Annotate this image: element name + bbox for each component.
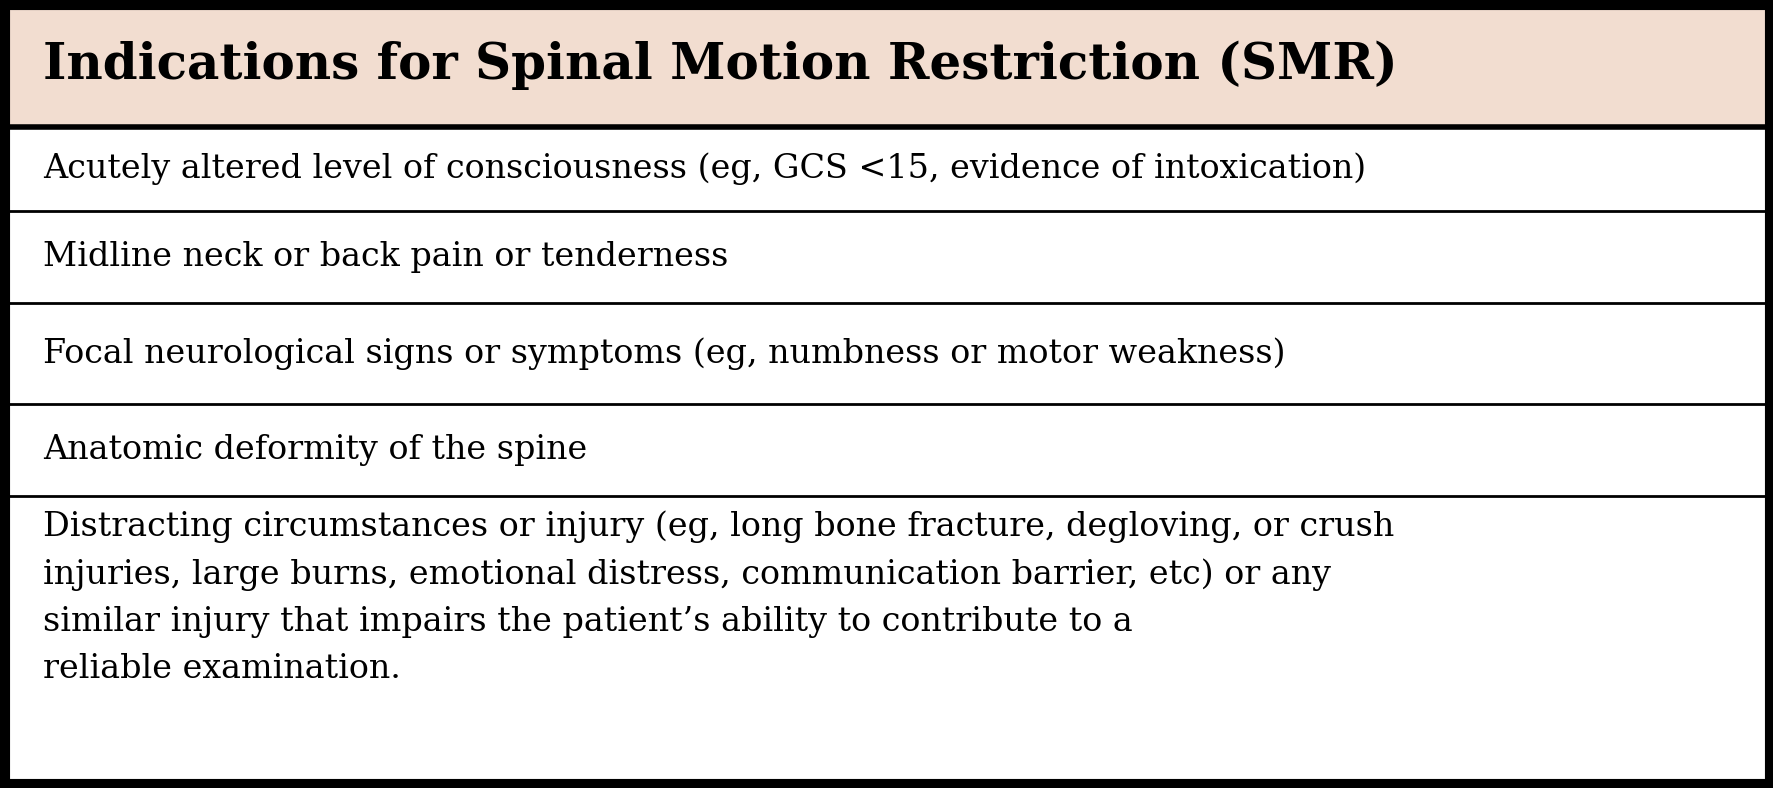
Bar: [4, 127, 1769, 210]
Text: Distracting circumstances or injury (eg, long bone fracture, degloving, or crush: Distracting circumstances or injury (eg,…: [43, 511, 1394, 685]
Bar: [4, 404, 1769, 496]
Bar: [4, 496, 1769, 784]
Text: Acutely altered level of consciousness (eg, GCS <15, evidence of intoxication): Acutely altered level of consciousness (…: [43, 153, 1365, 185]
Text: Focal neurological signs or symptoms (eg, numbness or motor weakness): Focal neurological signs or symptoms (eg…: [43, 337, 1285, 370]
Bar: [4, 303, 1769, 404]
Bar: [4, 4, 1769, 127]
Bar: [4, 210, 1769, 303]
Text: Indications for Spinal Motion Restriction (SMR): Indications for Spinal Motion Restrictio…: [43, 41, 1397, 91]
Text: Midline neck or back pain or tenderness: Midline neck or back pain or tenderness: [43, 240, 729, 273]
Text: Anatomic deformity of the spine: Anatomic deformity of the spine: [43, 434, 587, 466]
